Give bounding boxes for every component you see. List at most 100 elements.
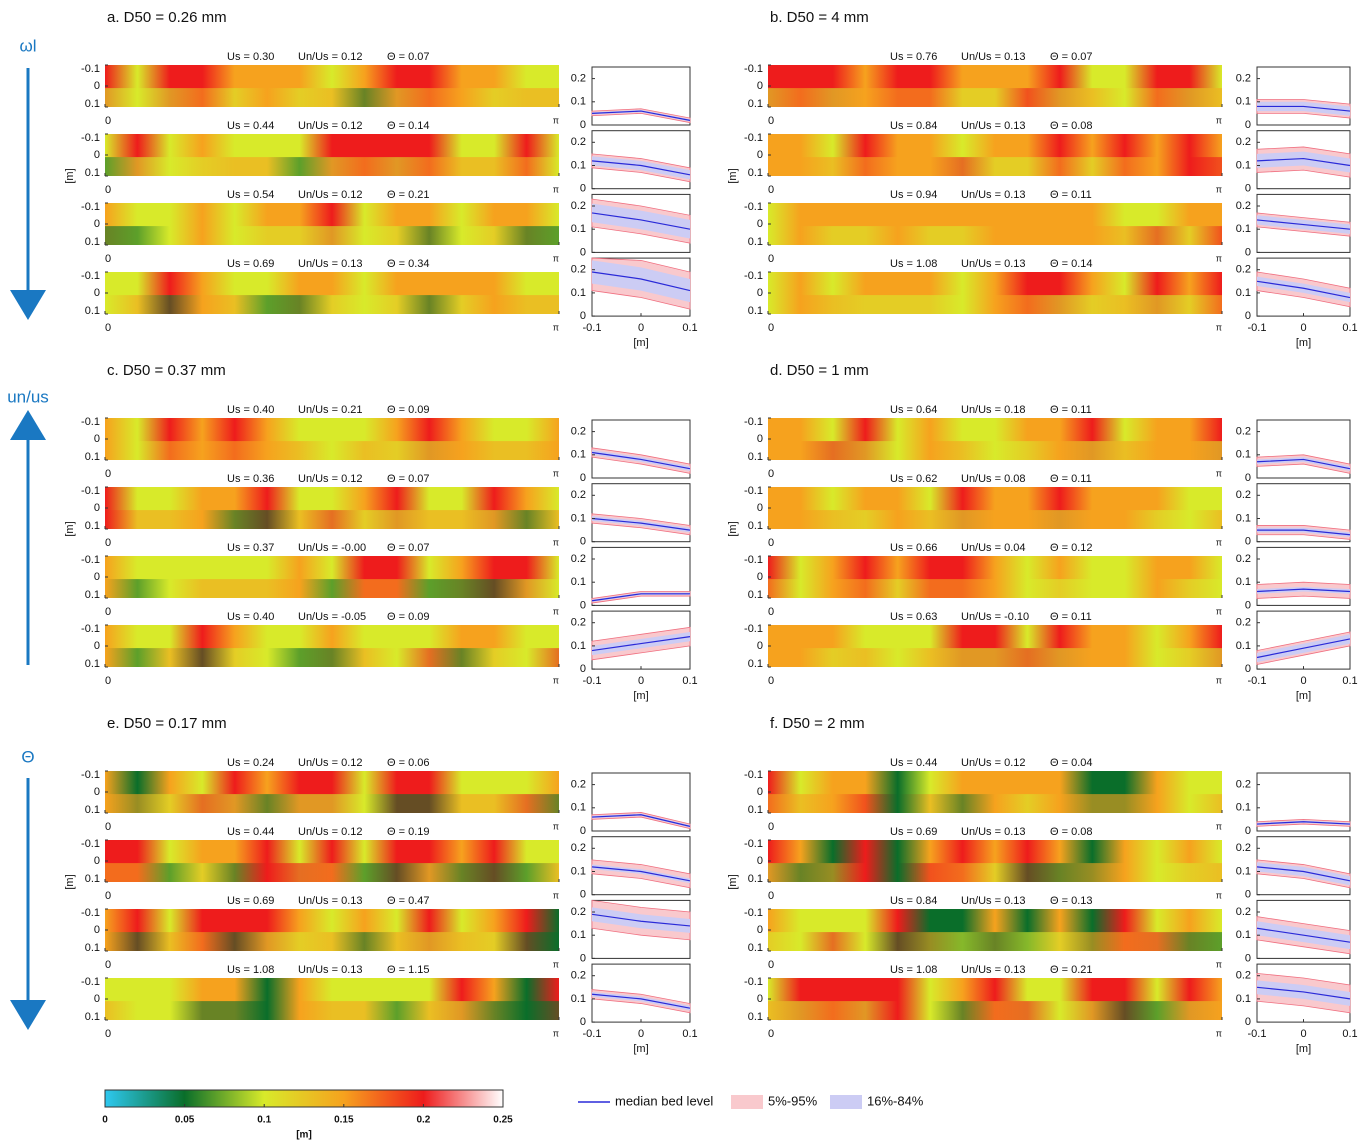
x-tick-label: 0	[105, 675, 111, 687]
x-tick-label: 0	[1300, 675, 1306, 687]
y-tick-label: 0.1	[85, 942, 100, 954]
row-header: Θ = 0.07	[387, 473, 430, 485]
heatmap-overlay	[768, 579, 1222, 598]
y-tick-label: 0	[94, 640, 100, 652]
x-tick-label: π	[553, 184, 559, 194]
band	[592, 203, 690, 239]
x-tick-label: 0	[638, 1028, 644, 1040]
row-header: Un/Us = 0.21	[298, 404, 363, 416]
y-tick-label: -0.1	[81, 554, 100, 566]
y-tick-label: 0.1	[1236, 929, 1251, 941]
x-tick-label: 0	[638, 322, 644, 334]
x-tick-label: π	[553, 253, 559, 263]
heatmap-overlay	[105, 295, 559, 314]
y-tick-label: -0.1	[744, 976, 763, 988]
x-tick-label: 0	[638, 675, 644, 687]
y-tick-label: -0.1	[744, 416, 763, 428]
x-tick-label: -0.1	[583, 1028, 602, 1040]
x-tick-label: 0	[105, 890, 111, 902]
y-tick-label: 0	[94, 786, 100, 798]
y-tick-label: 0	[1245, 952, 1251, 964]
row-header: Un/Us = 0.13	[961, 189, 1026, 201]
heatmap-overlay	[768, 441, 1222, 460]
heatmap-overlay	[105, 1001, 559, 1020]
x-axis-label: [m]	[1296, 1043, 1311, 1055]
median-line	[591, 110, 691, 121]
x-tick-label: -0.1	[1248, 675, 1267, 687]
y-tick-label: -0.1	[81, 485, 100, 497]
y-tick-label: 0.1	[1236, 449, 1251, 461]
row-header: Us = 0.44	[227, 826, 274, 838]
y-tick-label: 0	[580, 119, 586, 131]
y-tick-label: 0	[94, 149, 100, 161]
y-tick-label: -0.1	[744, 270, 763, 282]
x-tick-label: 0	[105, 606, 111, 618]
y-tick-label: 0.1	[571, 802, 586, 814]
y-tick-label: -0.1	[81, 416, 100, 428]
y-tick-label: 0	[757, 502, 763, 514]
row-header: Us = 0.40	[227, 404, 274, 416]
row-header: Un/Us = 0.08	[961, 473, 1026, 485]
row-header: Us = 0.44	[227, 120, 274, 132]
band	[1257, 820, 1350, 826]
y-tick-label: 0.1	[748, 167, 763, 179]
y-tick-label: 0	[94, 287, 100, 299]
row-header: Θ = 1.15	[387, 964, 430, 976]
row-header: Θ = 0.11	[1050, 404, 1092, 416]
y-tick-label: 0.1	[85, 236, 100, 248]
x-tick-label: π	[553, 890, 559, 900]
row-header: Θ = 0.21	[387, 189, 430, 201]
row-header: Us = 0.54	[227, 189, 274, 201]
y-tick-label: 0	[1245, 889, 1251, 901]
row-header: Θ = 0.09	[387, 404, 430, 416]
median-line	[591, 451, 691, 470]
median-line	[591, 913, 691, 927]
band	[1257, 980, 1350, 1006]
y-tick-label: 0.2	[571, 553, 586, 565]
y-tick-label: -0.1	[744, 907, 763, 919]
x-tick-label: -0.1	[583, 322, 602, 334]
x-tick-label: 0	[768, 675, 774, 687]
heatmap-overlay	[105, 157, 559, 176]
row-header: Us = 0.84	[890, 895, 937, 907]
median-line	[1256, 219, 1351, 230]
row-header: Un/Us = 0.13	[298, 895, 363, 907]
row-header: Us = 0.66	[890, 542, 937, 554]
median-line	[1256, 821, 1351, 825]
y-tick-label: -0.1	[81, 270, 100, 282]
y-tick-label: 0	[94, 502, 100, 514]
row-header: Us = 0.37	[227, 542, 274, 554]
y-tick-label: 0	[580, 1016, 586, 1028]
y-tick-label: 0.2	[1236, 264, 1251, 276]
row-header: Us = 0.64	[890, 404, 937, 416]
y-tick-label: 0.1	[1236, 802, 1251, 814]
x-tick-label: π	[1216, 184, 1222, 194]
median-line	[1256, 458, 1351, 470]
x-tick-label: 0	[768, 253, 774, 265]
x-tick-label: 0	[105, 821, 111, 833]
x-tick-label: -0.1	[583, 675, 602, 687]
y-tick-label: 0	[94, 571, 100, 583]
legend-swatch	[830, 1095, 862, 1109]
y-tick-label: 0.1	[1236, 993, 1251, 1005]
y-tick-label: 0.1	[571, 929, 586, 941]
y-tick-label: 0.1	[748, 873, 763, 885]
x-tick-label: π	[1216, 821, 1222, 831]
row-header: Un/Us = 0.12	[298, 826, 363, 838]
y-tick-label: 0.1	[85, 804, 100, 816]
median-line	[1256, 866, 1351, 882]
median-line	[591, 593, 690, 602]
y-tick-label: 0	[94, 924, 100, 936]
heatmap-overlay	[105, 441, 559, 460]
heatmap-overlay	[768, 1001, 1222, 1020]
median-line	[1256, 280, 1351, 299]
y-tick-label: -0.1	[81, 907, 100, 919]
x-tick-label: 0	[768, 184, 774, 196]
x-tick-label: 0	[105, 959, 111, 971]
y-tick-label: 0	[1245, 119, 1251, 131]
row-header: Un/Us = 0.12	[298, 473, 363, 485]
row-header: Us = 0.69	[227, 258, 274, 270]
row-header: Θ = 0.14	[387, 120, 430, 132]
y-tick-label: 0	[580, 183, 586, 195]
row-header: Un/Us = -0.05	[298, 611, 366, 623]
